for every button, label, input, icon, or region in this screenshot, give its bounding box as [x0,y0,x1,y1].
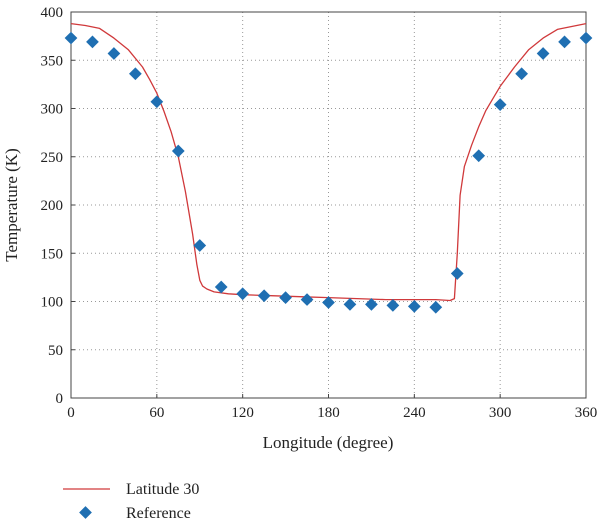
reference-point [558,35,571,49]
y-tick-labels: 0 50 100 150 200 250 300 350 400 [41,5,64,407]
x-tick-label: 240 [403,405,426,421]
y-axis-title: Temperature (K) [2,148,21,262]
reference-point [579,31,593,45]
legend-marker-swatch [79,506,92,519]
x-axis-title: Longitude (degree) [263,433,394,452]
x-tick-label: 180 [317,405,340,421]
legend-label-scatter: Reference [126,505,191,522]
y-tick-label: 100 [41,295,64,311]
reference-point [493,98,507,112]
reference-point [365,298,378,311]
y-tick-label: 400 [41,5,64,21]
x-tick-label: 60 [149,405,164,421]
reference-point [407,299,421,313]
grid [71,12,586,398]
x-tick-labels: 0 60 120 180 240 300 360 [67,405,597,421]
y-tick-label: 300 [41,102,64,118]
y-tick-label: 350 [41,53,64,69]
y-tick-label: 200 [41,198,64,214]
reference-point [257,289,271,303]
reference-point [343,298,357,311]
reference-point [429,300,443,314]
reference-point [515,67,528,81]
reference-point [536,47,550,60]
reference-point [86,35,99,49]
reference-point [129,67,142,81]
reference-point [322,296,335,309]
tick-marks [70,11,587,399]
reference-point [450,267,464,280]
reference-point [279,291,292,305]
reference-point [150,95,164,109]
legend-label-line: Latitude 30 [126,481,199,498]
reference-point [64,31,78,45]
reference-point [472,149,486,163]
reference-point [386,298,400,312]
y-tick-label: 150 [41,246,64,262]
reference-point [171,144,185,158]
reference-point [236,287,250,301]
x-tick-label: 360 [575,405,598,421]
x-tick-label: 0 [67,405,75,421]
y-tick-label: 0 [56,391,64,407]
series-line-latitude-30 [70,22,587,302]
reference-point [193,239,207,252]
reference-point [300,293,314,306]
y-tick-label: 50 [48,343,63,359]
reference-point [214,280,228,294]
y-tick-label: 250 [41,150,64,166]
legend: Latitude 30 Reference [63,481,199,522]
x-tick-label: 120 [231,405,254,421]
reference-point [107,47,121,60]
x-tick-label: 300 [489,405,512,421]
